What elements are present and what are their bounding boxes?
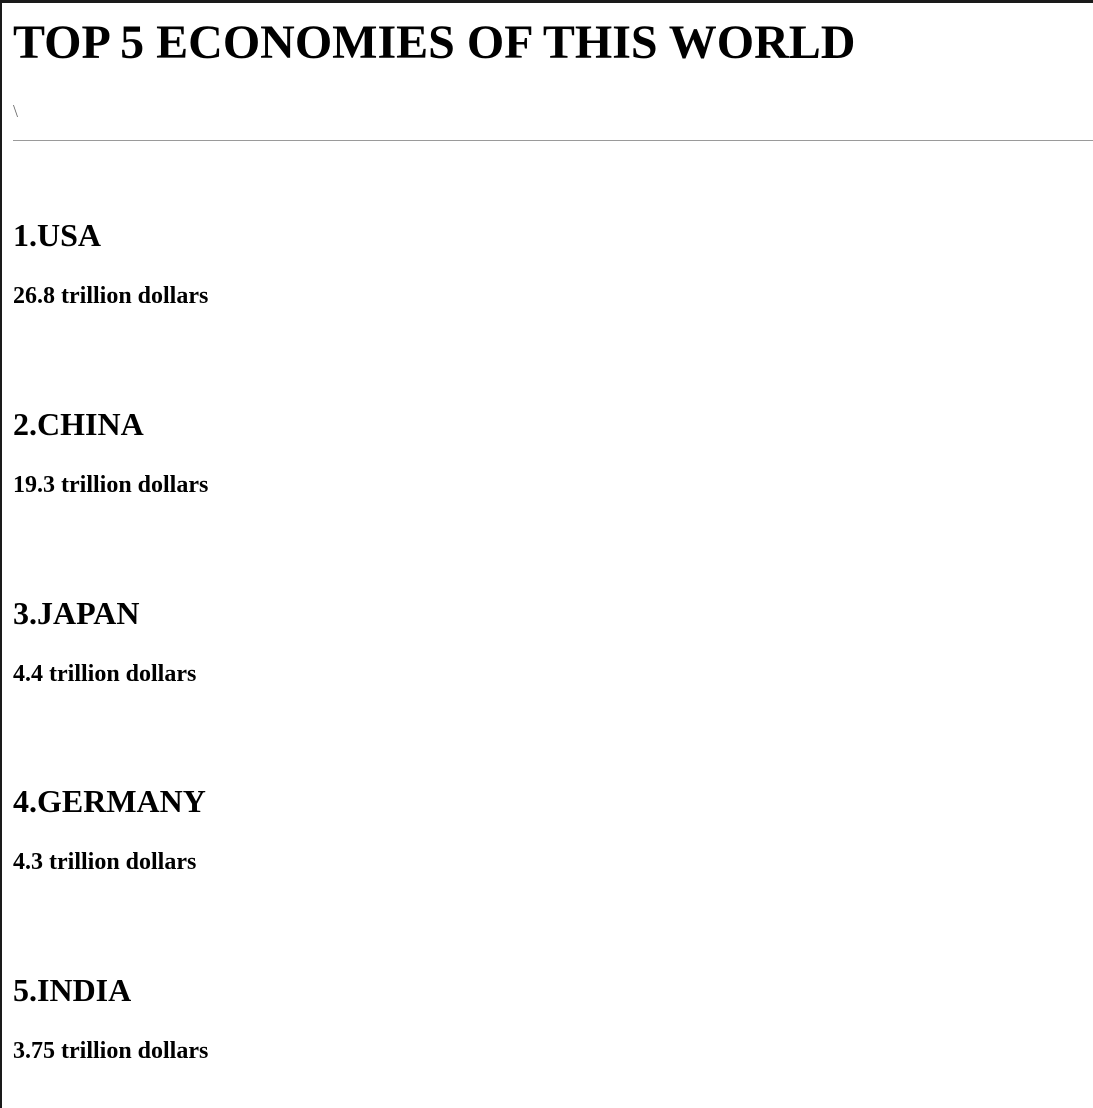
country-heading: 1.USA bbox=[13, 217, 102, 253]
page-title: TOP 5 ECONOMIES OF THIS WORLD bbox=[13, 16, 856, 69]
gdp-value: 26.8 trillion dollars bbox=[13, 283, 209, 309]
country-heading: 4.GERMANY bbox=[13, 783, 206, 819]
list-item-india: 5.INDIA 3.75 trillion dollars bbox=[13, 971, 1013, 1064]
gdp-value: 19.3 trillion dollars bbox=[13, 472, 209, 498]
list-item-china: 2.CHINA 19.3 trillion dollars bbox=[13, 405, 1013, 498]
horizontal-rule bbox=[13, 140, 1093, 141]
country-heading: 2.CHINA bbox=[13, 406, 144, 442]
left-border bbox=[0, 0, 2, 1108]
gdp-value: 3.75 trillion dollars bbox=[13, 1038, 209, 1064]
top-border bbox=[0, 0, 1093, 3]
gdp-value: 4.4 trillion dollars bbox=[13, 661, 197, 687]
list-item-germany: 4.GERMANY 4.3 trillion dollars bbox=[13, 782, 1013, 875]
country-heading: 5.INDIA bbox=[13, 972, 132, 1008]
stray-backslash-text: \ bbox=[13, 101, 19, 121]
list-item-usa: 1.USA 26.8 trillion dollars bbox=[13, 216, 1013, 309]
list-item-japan: 3.JAPAN 4.4 trillion dollars bbox=[13, 594, 1013, 687]
gdp-value: 4.3 trillion dollars bbox=[13, 849, 197, 875]
country-heading: 3.JAPAN bbox=[13, 595, 140, 631]
